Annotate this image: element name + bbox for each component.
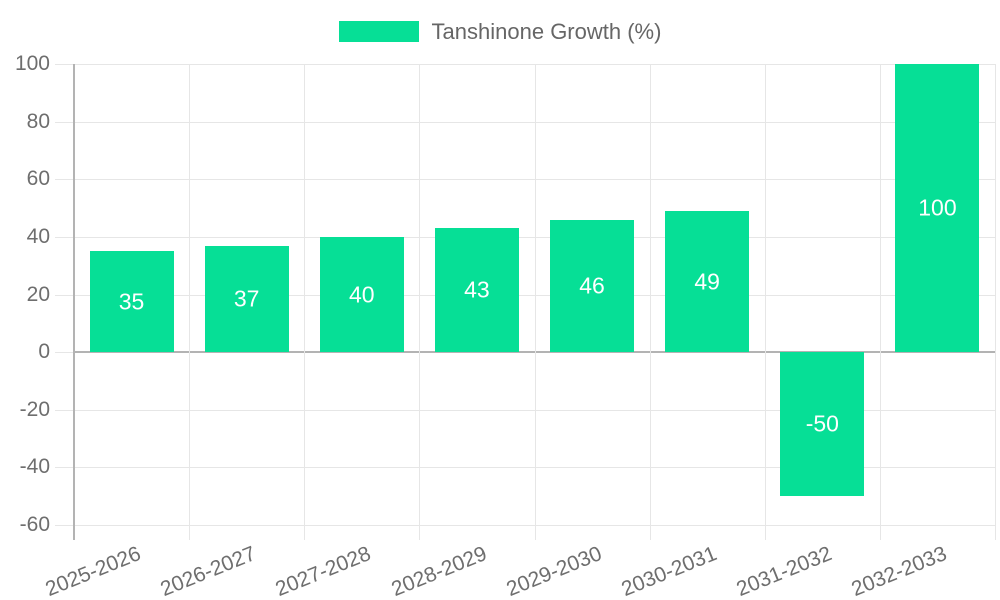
y-axis-tick-label: 0 xyxy=(38,340,50,364)
bar-2026-2027[interactable] xyxy=(204,245,289,353)
bar-2025-2026[interactable] xyxy=(89,251,174,353)
y-axis-tick-label: 60 xyxy=(26,167,50,191)
x-axis-category-label: 2031-2032 xyxy=(733,542,835,600)
x-tick-mark xyxy=(764,525,766,540)
plot-area: 100 80 60 40 20 0 -20 -40 -60 35 37 40 43 46 49 -50 100 2… xyxy=(15,52,996,600)
x-axis-category-label: 2026-2027 xyxy=(157,542,260,600)
y-gridline xyxy=(74,64,995,65)
y-tick-mark xyxy=(55,121,74,123)
x-tick-mark xyxy=(419,525,421,540)
x-axis-category-label: 2025-2026 xyxy=(42,542,145,600)
x-axis-category-label: 2032-2033 xyxy=(848,542,951,600)
x-tick-mark xyxy=(534,525,536,540)
bar-2028-2029[interactable] xyxy=(434,228,519,353)
y-gridline xyxy=(74,121,995,123)
y-tick-mark xyxy=(55,294,74,296)
y-gridline xyxy=(74,525,995,526)
y-tick-mark xyxy=(55,409,74,411)
y-axis-tick-label: 40 xyxy=(26,224,50,248)
x-axis-category-label: 2030-2031 xyxy=(618,542,720,600)
legend-label: Tanshinone Growth (%) xyxy=(431,19,662,44)
x-tick-mark xyxy=(304,525,306,540)
y-gridline xyxy=(74,236,995,238)
bar-2031-2032[interactable] xyxy=(780,352,865,497)
y-axis-tick-label: -60 xyxy=(19,513,50,536)
x-gridline xyxy=(534,64,536,525)
x-gridline xyxy=(304,64,306,525)
y-axis-tick-label: 20 xyxy=(26,282,50,306)
y-tick-mark xyxy=(55,64,74,65)
y-axis-tick-label: -20 xyxy=(19,397,50,421)
y-axis-tick-label: 100 xyxy=(14,52,50,75)
y-axis-tick-label: -40 xyxy=(19,455,50,479)
y-tick-mark xyxy=(55,352,74,354)
y-axis-tick-label: 80 xyxy=(26,109,50,133)
x-axis-category-label: 2028-2029 xyxy=(387,542,490,600)
legend-swatch xyxy=(338,21,419,42)
x-gridline xyxy=(995,64,996,525)
chart-legend[interactable]: Tanshinone Growth (%) xyxy=(0,20,1000,43)
x-tick-mark xyxy=(995,525,996,540)
x-gridline xyxy=(879,64,881,525)
x-gridline xyxy=(649,64,651,525)
y-tick-mark xyxy=(55,467,74,469)
bar-2030-2031[interactable] xyxy=(665,210,750,353)
x-gridline xyxy=(189,64,191,525)
y-axis-line xyxy=(73,64,75,540)
x-tick-mark xyxy=(879,525,881,540)
y-tick-mark xyxy=(55,236,74,238)
bar-2027-2028[interactable] xyxy=(319,236,404,353)
x-gridline xyxy=(764,64,766,525)
x-gridline xyxy=(419,64,421,525)
x-tick-mark xyxy=(649,525,651,540)
x-axis-category-label: 2029-2030 xyxy=(502,542,605,600)
y-tick-mark xyxy=(55,525,74,526)
bar-2032-2033[interactable] xyxy=(895,64,980,353)
bar-2029-2030[interactable] xyxy=(550,219,635,353)
y-gridline xyxy=(74,179,995,181)
y-tick-mark xyxy=(55,179,74,181)
x-tick-mark xyxy=(189,525,191,540)
x-axis-category-label: 2027-2028 xyxy=(272,542,375,600)
